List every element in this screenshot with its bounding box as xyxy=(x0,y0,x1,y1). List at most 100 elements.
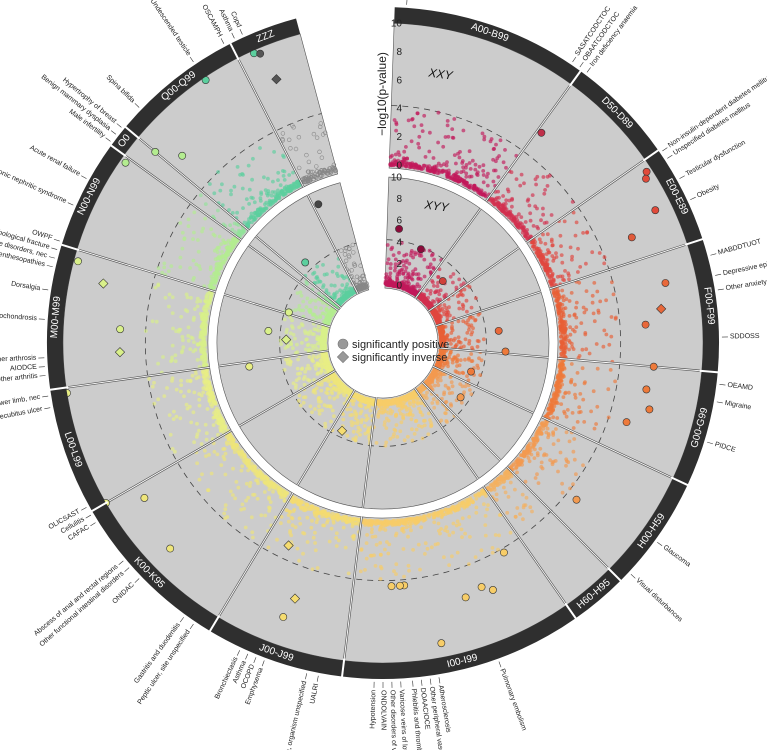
threshold-line xyxy=(144,105,621,581)
data-point xyxy=(219,463,224,467)
data-point xyxy=(547,250,552,255)
data-point xyxy=(384,426,389,430)
data-point xyxy=(513,514,518,519)
data-point xyxy=(465,374,469,378)
data-point xyxy=(481,337,486,342)
data-point xyxy=(320,352,325,357)
data-point xyxy=(467,341,471,346)
data-point xyxy=(313,541,317,545)
data-point xyxy=(564,430,569,435)
data-point xyxy=(204,362,209,367)
data-point xyxy=(445,160,449,165)
data-point xyxy=(594,342,599,346)
data-point xyxy=(489,137,494,141)
data-point xyxy=(409,249,414,253)
data-point xyxy=(555,416,560,420)
data-point xyxy=(350,534,355,539)
data-point xyxy=(570,254,574,259)
data-point xyxy=(577,354,582,358)
data-point xyxy=(336,391,341,396)
data-point xyxy=(425,390,429,395)
data-point xyxy=(406,563,411,568)
data-point xyxy=(394,412,399,417)
data-point xyxy=(560,368,565,372)
data-point xyxy=(369,520,374,524)
data-point xyxy=(388,408,393,412)
data-point xyxy=(309,525,314,530)
data-point xyxy=(574,325,579,329)
data-point xyxy=(584,307,589,312)
data-point xyxy=(190,373,195,378)
data-point xyxy=(411,269,415,274)
data-point xyxy=(330,408,335,413)
data-point xyxy=(223,426,228,430)
data-point xyxy=(494,492,499,497)
data-point xyxy=(233,496,238,501)
data-point xyxy=(412,124,417,129)
data-point xyxy=(180,335,185,339)
data-point xyxy=(384,416,389,421)
data-point xyxy=(216,409,221,414)
data-point xyxy=(401,521,406,526)
data-point xyxy=(406,394,411,399)
data-point xyxy=(491,157,495,162)
data-point xyxy=(462,344,466,349)
data-point xyxy=(540,466,545,471)
data-point xyxy=(411,516,416,521)
data-point xyxy=(423,418,427,423)
data-point xyxy=(252,492,257,497)
data-point xyxy=(428,418,432,422)
data-point xyxy=(460,370,465,375)
data-point xyxy=(589,409,593,414)
data-point xyxy=(364,405,368,410)
data-point xyxy=(445,308,449,313)
data-point xyxy=(442,303,447,307)
data-point xyxy=(348,413,353,418)
data-point xyxy=(523,479,528,484)
data-point xyxy=(366,430,371,435)
data-point xyxy=(317,408,321,413)
data-point xyxy=(523,220,528,224)
data-point xyxy=(177,329,181,334)
data-point xyxy=(568,486,572,491)
data-point xyxy=(449,380,454,385)
data-point xyxy=(515,470,519,475)
data-point xyxy=(285,491,290,496)
data-point xyxy=(410,438,415,443)
data-point xyxy=(531,224,536,228)
data-point xyxy=(525,236,530,241)
data-point xyxy=(337,387,341,392)
data-point xyxy=(296,372,300,376)
data-point xyxy=(422,274,427,279)
data-point xyxy=(475,363,480,368)
data-point xyxy=(467,339,472,343)
data-point xyxy=(491,147,496,152)
data-point xyxy=(555,386,560,390)
data-point xyxy=(430,401,435,405)
data-point xyxy=(493,533,498,537)
data-point xyxy=(207,453,211,457)
data-point xyxy=(258,470,263,474)
data-point xyxy=(219,428,223,433)
data-point xyxy=(524,495,529,500)
data-point xyxy=(435,376,439,380)
data-point xyxy=(422,113,427,118)
data-point xyxy=(409,417,414,422)
data-point xyxy=(195,343,200,347)
data-point xyxy=(457,277,462,282)
data-point xyxy=(422,514,427,518)
data-point xyxy=(192,315,196,320)
data-point xyxy=(609,334,614,339)
data-point xyxy=(481,180,486,185)
data-point xyxy=(195,300,200,304)
data-point xyxy=(199,442,204,446)
data-point xyxy=(595,404,600,409)
data-point xyxy=(440,336,445,341)
data-point xyxy=(430,377,435,382)
data-point xyxy=(386,399,391,404)
data-point xyxy=(414,418,419,423)
data-point xyxy=(385,243,390,247)
data-point xyxy=(405,434,410,439)
data-point xyxy=(397,522,402,526)
data-point xyxy=(433,290,437,295)
